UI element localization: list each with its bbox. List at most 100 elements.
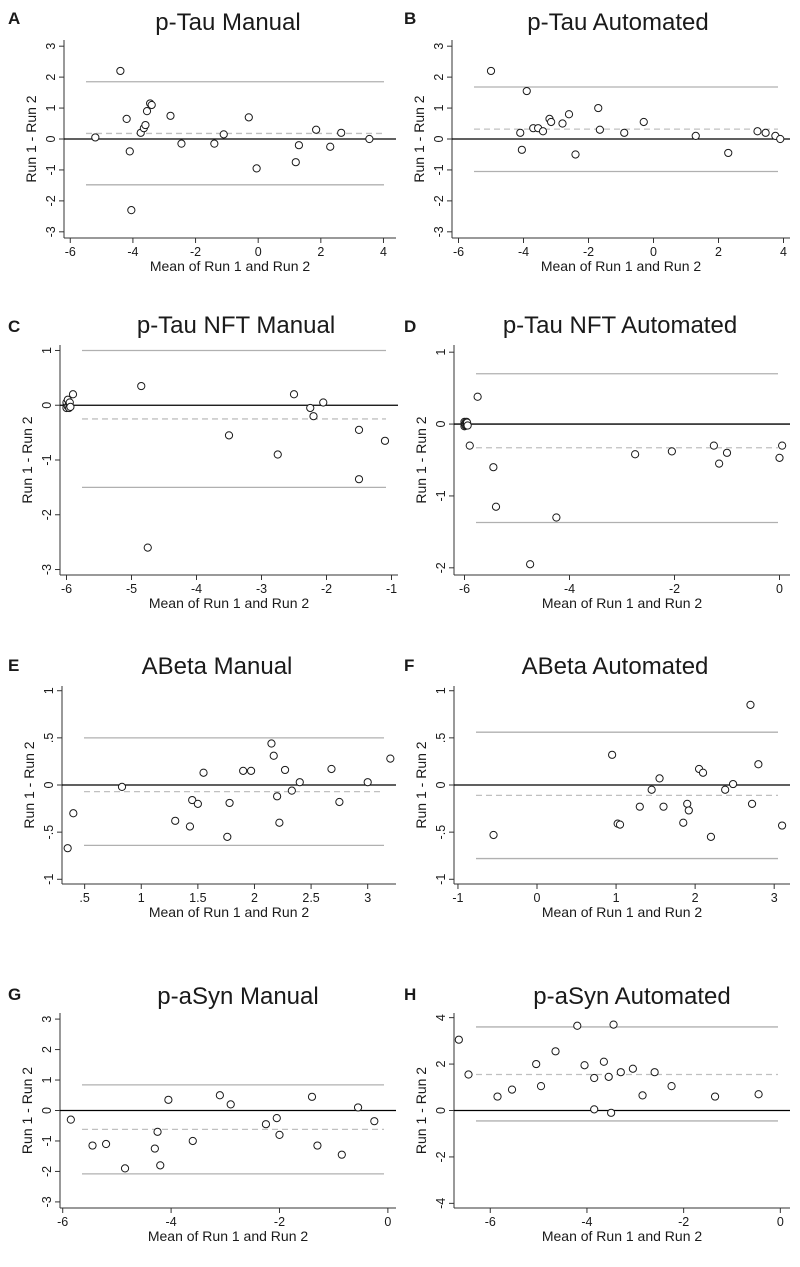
y-tick-label: 1	[42, 687, 56, 694]
data-point	[363, 778, 372, 787]
data-point	[272, 1114, 281, 1123]
x-tick-label: 2	[692, 891, 699, 905]
chart-title: p-Tau NFT Manual	[137, 312, 335, 339]
chart-title: ABeta Manual	[142, 653, 293, 680]
data-point	[594, 103, 603, 113]
data-point	[538, 127, 548, 136]
data-point	[188, 795, 197, 805]
data-point	[239, 766, 248, 775]
y-tick-label: -4	[434, 1198, 448, 1209]
y-tick-label: 3	[44, 43, 58, 50]
data-point	[199, 768, 208, 777]
data-point	[754, 760, 763, 769]
y-tick-label: 3	[40, 1016, 54, 1023]
data-point	[164, 1095, 173, 1104]
data-point	[615, 820, 625, 829]
data-point	[722, 448, 732, 457]
data-point	[101, 1139, 111, 1149]
data-point	[650, 1068, 659, 1077]
y-tick-label: 0	[434, 421, 448, 428]
x-tick-label: -5	[126, 582, 137, 596]
data-point	[526, 560, 535, 569]
data-point	[638, 1091, 647, 1100]
data-point	[289, 390, 299, 399]
data-point	[746, 700, 755, 709]
data-point	[599, 1057, 608, 1066]
data-point	[312, 125, 321, 134]
y-tick-label: 1	[434, 687, 448, 694]
data-point	[698, 768, 708, 777]
x-tick-label: -1	[386, 582, 397, 596]
y-axis-title: Run 1 - Run 2	[413, 416, 429, 503]
x-tick-label: -4	[127, 245, 138, 259]
y-tick-label: -3	[432, 226, 446, 237]
data-point	[463, 421, 472, 430]
y-tick-label: -.5	[42, 825, 56, 840]
y-tick-label: 0	[40, 402, 54, 409]
data-point	[655, 774, 664, 783]
x-tick-label: -2	[678, 1215, 689, 1229]
data-point	[370, 1117, 379, 1126]
y-tick-label: 4	[434, 1014, 448, 1021]
data-point	[473, 392, 482, 401]
y-tick-label: 0	[40, 1107, 54, 1114]
x-tick-label: -6	[65, 245, 76, 259]
chart-title: p-Tau NFT Automated	[503, 312, 737, 339]
data-point	[776, 134, 785, 144]
y-axis-title: Run 1 - Run 2	[19, 1067, 35, 1154]
data-point	[68, 390, 78, 399]
data-point	[775, 453, 784, 462]
data-point	[353, 1103, 363, 1112]
data-point	[88, 1141, 97, 1150]
data-point	[275, 1130, 284, 1139]
x-tick-label: 0	[255, 245, 262, 259]
data-point	[219, 130, 228, 139]
x-tick-label: -4	[191, 582, 202, 596]
data-point	[252, 164, 261, 173]
x-tick-label: 0	[777, 1215, 784, 1229]
data-point	[69, 809, 78, 818]
data-point	[547, 117, 556, 127]
y-tick-label: -1	[432, 164, 446, 175]
chart-title: p-Tau Manual	[155, 9, 300, 36]
data-point	[295, 778, 304, 787]
data-point	[313, 1141, 322, 1150]
y-tick-label: -2	[40, 509, 54, 520]
y-tick-label: 2	[434, 1061, 448, 1068]
data-point	[667, 447, 676, 456]
data-point	[171, 816, 180, 825]
x-tick-label: -4	[581, 1215, 592, 1229]
x-tick-label: -4	[166, 1215, 177, 1229]
data-point	[710, 1092, 720, 1101]
panel-letter: A	[8, 9, 20, 28]
y-tick-label: -1	[434, 874, 448, 885]
x-tick-label: -2	[274, 1215, 285, 1229]
y-tick-label: -2	[434, 562, 448, 573]
data-point	[493, 1092, 502, 1101]
data-point	[659, 802, 668, 811]
x-tick-label: 3	[771, 891, 778, 905]
x-tick-label: 1	[613, 891, 620, 905]
data-point	[294, 141, 304, 150]
y-tick-label: -1	[40, 1135, 54, 1146]
data-point	[522, 86, 531, 96]
data-point	[291, 158, 300, 167]
chart-title: p-Tau Automated	[527, 9, 708, 36]
chart-title: ABeta Automated	[522, 653, 709, 680]
data-point	[667, 1082, 676, 1091]
data-point	[691, 131, 700, 141]
data-point	[66, 402, 75, 411]
x-tick-label: 4	[380, 245, 387, 259]
panel-letter: E	[8, 656, 19, 675]
y-tick-label: -3	[40, 564, 54, 575]
data-point	[210, 139, 219, 148]
y-tick-label: 1	[432, 105, 446, 112]
data-point	[337, 1150, 346, 1159]
data-point	[166, 111, 175, 120]
data-point	[536, 1082, 546, 1091]
data-point	[122, 114, 131, 123]
y-tick-label: -1	[434, 490, 448, 501]
data-point	[287, 786, 296, 795]
